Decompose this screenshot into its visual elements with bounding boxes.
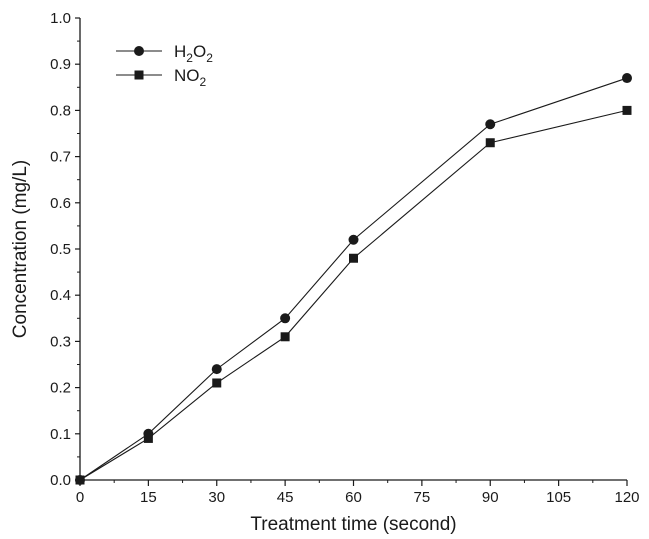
x-tick-label: 45 [277,489,294,506]
data-point-no2 [212,378,222,388]
legend-marker-circle [134,46,144,56]
x-tick-label: 60 [345,489,362,506]
y-tick-label: 0.5 [50,241,71,258]
data-point-no2 [280,332,290,342]
series-line-h2o2 [79,77,628,481]
legend-marker-square [134,70,144,80]
series-no2 [75,105,632,485]
x-axis-title: Treatment time (second) [250,514,456,535]
legend-label: NO2 [174,66,207,89]
y-tick-label: 0.0 [50,472,71,489]
x-tick-label: 120 [614,489,639,506]
legend-item-h2o2: H2O2 [116,42,213,65]
y-tick-label: 0.9 [50,56,71,73]
y-tick-label: 0.1 [50,426,71,443]
x-tick-label: 105 [546,489,571,506]
data-point-h2o2 [622,73,632,84]
x-tick-label: 90 [482,489,499,506]
series-h2o2 [75,73,632,485]
data-point-h2o2 [485,119,496,130]
axes: 0.0 0.1 0.2 0.3 0.4 0.5 0.6 0.7 0.8 0.9 1.0 0 15 30 45… [50,10,639,506]
y-tick-label: 0.4 [50,287,71,304]
series-line-no2 [79,109,628,481]
data-point-no2 [75,475,85,485]
x-tick-label: 30 [208,489,225,506]
data-point-h2o2 [348,234,359,245]
legend-label: H2O2 [174,42,213,65]
x-tick-label: 0 [76,489,84,506]
data-point-no2 [349,253,358,263]
data-point-no2 [622,105,632,115]
data-point-no2 [143,433,153,443]
legend-item-no2: NO2 [116,66,207,89]
y-tick-label: 0.2 [50,380,71,397]
y-tick-label: 1.0 [50,10,71,27]
data-point-h2o2 [211,364,222,375]
y-tick-label: 0.7 [50,149,71,166]
data-point-h2o2 [280,313,291,324]
x-tick-label: 15 [140,489,157,506]
y-tick-label: 0.6 [50,195,71,212]
y-tick-label: 0.3 [50,333,71,350]
x-tick-label: 75 [414,489,431,506]
data-point-no2 [485,138,495,148]
y-tick-label: 0.8 [50,102,71,119]
y-axis-title: Concentration (mg/L) [10,160,31,338]
series-layer [75,73,632,485]
